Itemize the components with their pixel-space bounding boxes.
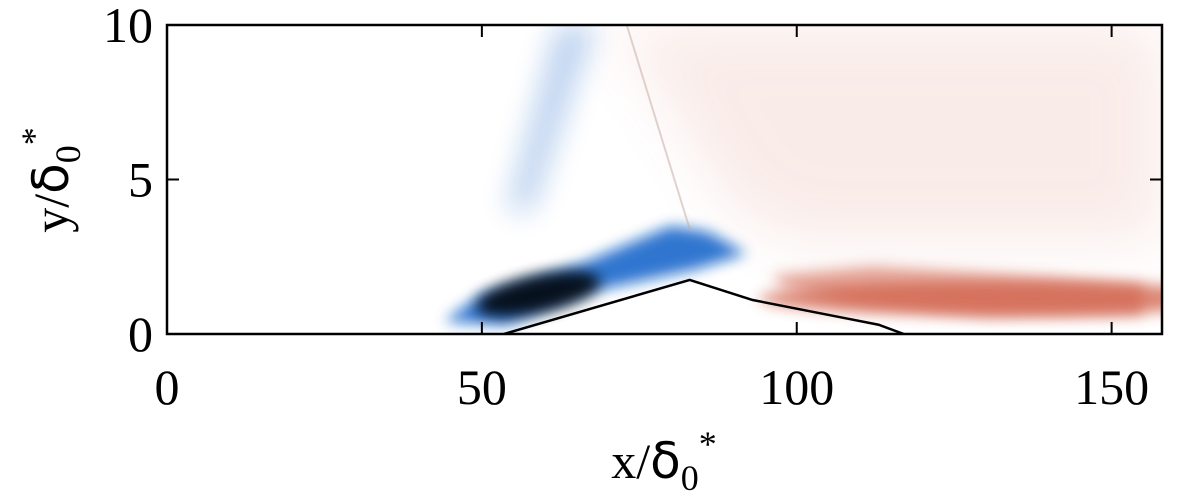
x-tick-label: 150: [1074, 359, 1149, 415]
contour-line: [503, 278, 905, 334]
x-tick-label: 100: [759, 359, 834, 415]
y-axis-label-symbol: δ: [22, 163, 80, 194]
positive-core: [759, 281, 1162, 316]
x-axis-label-symbol: δ: [650, 432, 681, 490]
shock-line: [625, 25, 691, 230]
x-tick-label: 0: [155, 359, 180, 415]
y-axis-label: y/δ0*: [14, 127, 88, 233]
x-axis-label-superscript: *: [699, 424, 717, 464]
x-axis-label-subscript: 0: [681, 458, 699, 494]
negative-upper-streak: [507, 25, 596, 211]
y-tick-label: 5: [128, 152, 153, 208]
x-tick-label: 50: [457, 359, 507, 415]
colormap-field: [444, 25, 1162, 325]
y-axis-label-subscript: 0: [48, 145, 88, 163]
x-axis-label-base: x/: [611, 433, 650, 489]
y-tick-label: 10: [103, 0, 153, 53]
negative-core: [476, 271, 601, 317]
y-axis-label-base: y/: [23, 194, 79, 233]
x-axis-label: x/δ0*: [611, 424, 717, 494]
y-tick-label: 0: [128, 306, 153, 362]
tick-layer: 0 50 100 150 0 5 10: [103, 0, 1162, 415]
positive-wash: [607, 25, 1162, 242]
y-axis-label-superscript: *: [14, 127, 54, 145]
contour-layer: [503, 278, 905, 334]
